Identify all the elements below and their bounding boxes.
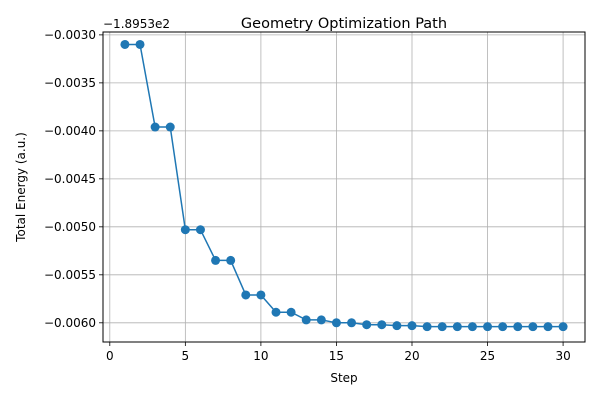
x-tick-label: 5 — [182, 349, 190, 363]
data-point — [362, 320, 372, 330]
data-point — [120, 39, 130, 49]
y-tick-label: −0.0050 — [44, 220, 96, 234]
chart-title: Geometry Optimization Path — [241, 16, 447, 32]
data-point — [407, 321, 417, 331]
data-point — [437, 322, 447, 332]
data-point — [150, 122, 160, 132]
data-point — [180, 225, 190, 235]
data-point — [165, 122, 175, 132]
data-point — [195, 225, 205, 235]
y-tick-label: −0.0035 — [44, 76, 96, 90]
data-point — [558, 322, 568, 332]
y-tick-label: −0.0045 — [44, 172, 96, 186]
x-tick-label: 15 — [329, 349, 344, 363]
data-point — [498, 322, 508, 332]
data-point — [377, 320, 387, 330]
data-point — [211, 255, 221, 265]
data-point — [543, 322, 553, 332]
y-axis-offset-label: −1.8953e2 — [103, 17, 170, 31]
data-point — [226, 255, 236, 265]
y-tick-label: −0.0060 — [44, 316, 96, 330]
series-layer — [120, 39, 568, 332]
data-point — [301, 315, 311, 325]
x-tick-label: 20 — [404, 349, 419, 363]
data-point — [331, 318, 341, 328]
x-axis-label: Step — [330, 371, 357, 385]
data-point — [392, 321, 402, 331]
x-tick-label: 30 — [555, 349, 570, 363]
data-point — [286, 307, 296, 317]
data-point — [452, 322, 462, 332]
data-point — [422, 322, 432, 332]
x-tick-label: 25 — [480, 349, 495, 363]
y-tick-label: −0.0030 — [44, 28, 96, 42]
y-tick-label: −0.0055 — [44, 268, 96, 282]
data-point — [241, 290, 251, 300]
x-tick-label: 10 — [253, 349, 268, 363]
data-point — [483, 322, 493, 332]
y-tick-label: −0.0040 — [44, 124, 96, 138]
data-point — [256, 290, 266, 300]
data-point — [513, 322, 523, 332]
data-point — [316, 315, 326, 325]
x-tick-label: 0 — [106, 349, 114, 363]
ticks: 0 5 10 15 20 25 30 −0.0030 −0.0035 −0.0040 −0.0045… — [44, 28, 571, 363]
data-point — [271, 307, 281, 317]
data-point — [347, 318, 357, 328]
data-point — [528, 322, 538, 332]
data-point — [135, 39, 145, 49]
plot-frame — [102, 31, 586, 343]
data-point — [467, 322, 477, 332]
y-axis-label: Total Energy (a.u.) — [14, 132, 28, 243]
